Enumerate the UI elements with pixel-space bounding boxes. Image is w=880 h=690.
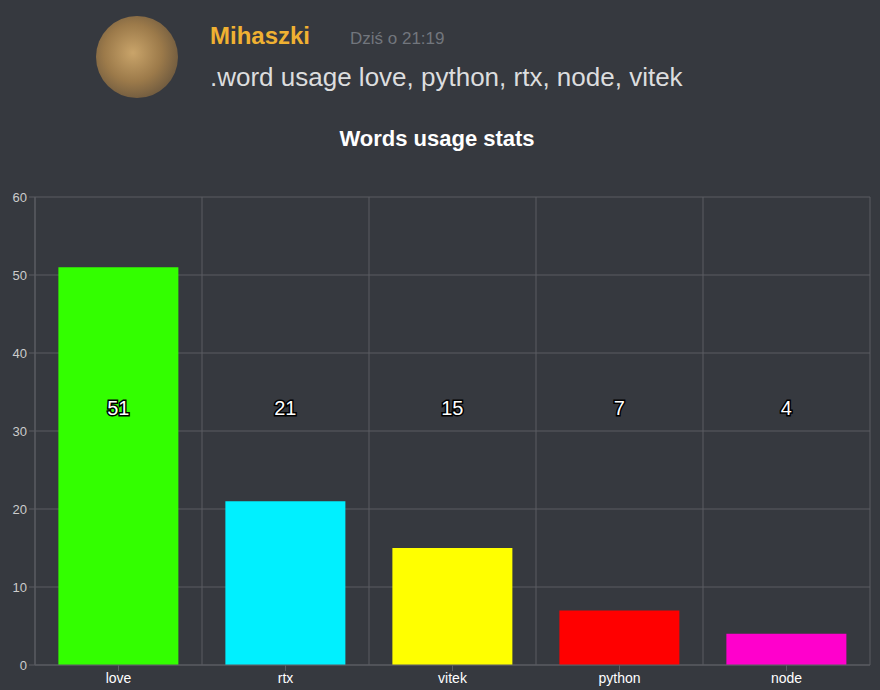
svg-text:51: 51 [107, 397, 129, 419]
svg-text:7: 7 [614, 397, 625, 419]
svg-text:50: 50 [13, 268, 27, 283]
svg-text:60: 60 [13, 190, 27, 205]
svg-text:10: 10 [13, 580, 27, 595]
svg-text:30: 30 [13, 424, 27, 439]
svg-text:20: 20 [13, 502, 27, 517]
svg-text:15: 15 [441, 397, 463, 419]
svg-text:vitek: vitek [438, 670, 468, 686]
html-text:Dziś o 21:19: Dziś o 21:19 [350, 29, 445, 48]
svg-text:40: 40 [13, 346, 27, 361]
svg-text:node: node [771, 670, 802, 686]
html-text:.word usage love, python, rtx,: .word usage love, python, rtx, node, vit… [210, 62, 683, 92]
svg-text:love: love [106, 670, 132, 686]
html-text:Mihaszki: Mihaszki [210, 22, 310, 49]
svg-text:0: 0 [20, 658, 27, 673]
svg-text:4: 4 [781, 397, 792, 419]
svg-text:rtx: rtx [278, 670, 294, 686]
html-text:Words usage stats: Words usage stats [339, 126, 535, 151]
svg-text:21: 21 [274, 397, 296, 419]
svg-text:python: python [598, 670, 640, 686]
